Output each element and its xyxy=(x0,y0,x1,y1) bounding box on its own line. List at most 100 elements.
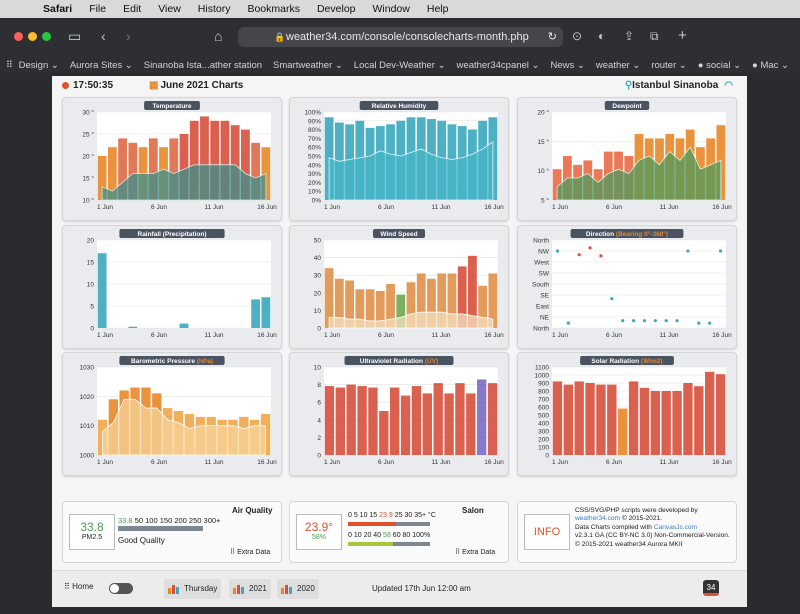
new-tab-icon[interactable]: + xyxy=(678,27,687,44)
y-tick-label: 10 xyxy=(87,282,95,289)
fav-social[interactable]: ● social ⌄ xyxy=(697,59,742,71)
fav-smartweather[interactable]: Smartweather ⌄ xyxy=(273,59,343,71)
menu-app[interactable]: Safari xyxy=(43,3,73,15)
direction-point xyxy=(697,321,701,325)
panel-rainfall: 0 5 10 15 20 1 Jun 6 Jun 11 Jun 16 Jun Rainfall (… xyxy=(62,225,282,349)
forward-icon[interactable]: › xyxy=(126,28,131,44)
fav-aurora[interactable]: Aurora Sites ⌄ xyxy=(69,59,133,71)
sidebar-icon[interactable]: ▭ xyxy=(68,28,82,44)
download-icon[interactable]: ⊙ xyxy=(572,29,583,43)
bar-high-temp xyxy=(200,116,209,200)
menu-bookmarks[interactable]: Bookmarks xyxy=(247,3,300,15)
direction-point xyxy=(599,254,603,258)
fav-mac[interactable]: ● Mac ⌄ xyxy=(752,59,789,71)
back-icon[interactable]: ‹ xyxy=(101,28,106,44)
x-tick-label: 16 Jun xyxy=(257,332,277,339)
y-tick-label: 4 xyxy=(317,417,321,424)
fav-localdev[interactable]: Local Dev-Weather ⌄ xyxy=(353,59,446,71)
title-badge xyxy=(119,229,225,238)
fav-design[interactable]: Design ⌄ xyxy=(18,59,59,71)
menu-history[interactable]: History xyxy=(197,3,231,15)
year-2021-button[interactable]: 2021 xyxy=(229,579,271,599)
menu-edit[interactable]: Edit xyxy=(123,3,142,15)
bar-uv xyxy=(390,387,400,455)
fav-sinanoba[interactable]: Sinanoba Ista...ather station xyxy=(143,59,263,71)
y-tick-label: 2 xyxy=(317,435,321,442)
menu-window[interactable]: Window xyxy=(372,3,410,15)
menu-file[interactable]: File xyxy=(89,3,107,15)
thursday-button[interactable]: Thursday xyxy=(164,579,222,599)
subtitle-text: (W/m2) xyxy=(639,358,662,365)
salon-extra-button[interactable]: ⠿ Extra Data xyxy=(455,549,496,556)
bar-uv xyxy=(411,386,422,455)
zoom-window-button[interactable] xyxy=(42,32,51,41)
salon-value-box: 23.9° 58% xyxy=(296,514,342,550)
y-tick-label: 70% xyxy=(308,136,321,143)
panel-wind: 0 10 20 30 40 50 1 Jun 6 Jun 11 Jun 16 Jun Wind Sp… xyxy=(289,225,509,349)
x-tick-label: 16 Jun xyxy=(712,204,732,211)
bar-wind-gust xyxy=(427,278,436,328)
y-tick-label: 5 xyxy=(90,304,94,311)
chart-title: Barometric Pressure (hPa) xyxy=(119,356,225,365)
year-2020-button[interactable]: 2020 xyxy=(277,579,319,599)
aq-extra-button[interactable]: ⠿ Extra Data xyxy=(230,549,271,556)
x-tick-label: 11 Jun xyxy=(659,332,678,339)
menu-help[interactable]: Help xyxy=(426,3,449,15)
bar-high-temp xyxy=(230,125,240,200)
direction-point xyxy=(708,321,712,325)
bar-wind-gust xyxy=(355,289,365,328)
y-tick-label: 10% xyxy=(308,189,321,196)
fav-news[interactable]: News ⌄ xyxy=(550,59,585,71)
title-badge xyxy=(580,356,674,365)
y-tick-label: 30% xyxy=(308,171,321,178)
y-tick-label: 50 xyxy=(314,238,322,245)
x-tick-label: 16 Jun xyxy=(257,459,277,466)
salon-hum-scale: 0 10 20 40 58 60 80 100% xyxy=(348,532,431,539)
fav-router[interactable]: router ⌄ xyxy=(651,59,687,71)
x-tick-label: 6 Jun xyxy=(606,332,622,339)
y-tick-label: SW xyxy=(539,271,550,278)
bar-solar xyxy=(661,391,671,455)
y-tick-label: 90% xyxy=(308,118,321,125)
bar-uv xyxy=(346,384,356,455)
panel-temperature: 10 ° 15 ° 20 ° 25 ° 30 ° 1 Jun 6 Jun 11 Jun 16 J… xyxy=(62,97,282,221)
location-pin-icon: ⚲ xyxy=(624,79,633,91)
theme-toggle[interactable] xyxy=(109,583,133,594)
current-time: 17:50:35 xyxy=(73,79,114,91)
grid-icon[interactable]: ⠿ xyxy=(5,59,13,71)
x-tick-label: 6 Jun xyxy=(606,204,622,211)
menu-develop[interactable]: Develop xyxy=(316,3,356,15)
minimize-window-button[interactable] xyxy=(28,32,37,41)
low-temp-area xyxy=(101,164,267,201)
home-button[interactable]: ⠿ Home xyxy=(64,582,94,591)
bar-uv xyxy=(400,395,411,455)
temperature-chart: 10 ° 15 ° 20 ° 25 ° 30 ° 1 Jun 6 Jun 11 Jun 16 J… xyxy=(82,101,277,211)
address-bar[interactable]: 🔒 weather34.com/console/consolecharts-mo… xyxy=(238,27,563,47)
bar-wind-gust xyxy=(447,273,457,328)
bar-wind-gust xyxy=(324,268,334,328)
location-name: Istanbul Sinanoba xyxy=(632,79,719,91)
x-tick-label: 1 Jun xyxy=(552,332,568,339)
y-tick-label: 0 xyxy=(317,453,321,460)
home-icon[interactable]: ⌂ xyxy=(214,28,223,44)
bar-high-temp xyxy=(241,129,250,200)
close-window-button[interactable] xyxy=(14,32,23,41)
share-icon[interactable]: ⇪ xyxy=(624,29,635,43)
direction-point xyxy=(675,319,679,323)
page-title: June 2021 Charts xyxy=(160,79,244,91)
title-badge xyxy=(373,229,425,238)
x-tick-label: 1 Jun xyxy=(324,204,340,211)
chart-title: Ultraviolet Radiation (UV) xyxy=(344,356,454,365)
fav-weather[interactable]: weather ⌄ xyxy=(595,59,641,71)
info-label: INFO xyxy=(524,514,570,550)
bar-wind-gust xyxy=(468,255,477,328)
fav-cpanel[interactable]: weather34cpanel ⌄ xyxy=(456,59,540,71)
reload-icon[interactable]: ↻ xyxy=(547,31,557,43)
lock-icon: 🔒 xyxy=(274,32,286,42)
panel-uv: 0 2 4 6 8 10 1 Jun 6 Jun 11 Jun 16 Jun Ultraviolet… xyxy=(289,352,509,476)
menu-view[interactable]: View xyxy=(158,3,181,15)
shield-icon[interactable]: ◐ xyxy=(598,29,606,43)
tabs-icon[interactable]: ⧉ xyxy=(650,29,659,43)
bar-wind-gust xyxy=(488,273,498,328)
